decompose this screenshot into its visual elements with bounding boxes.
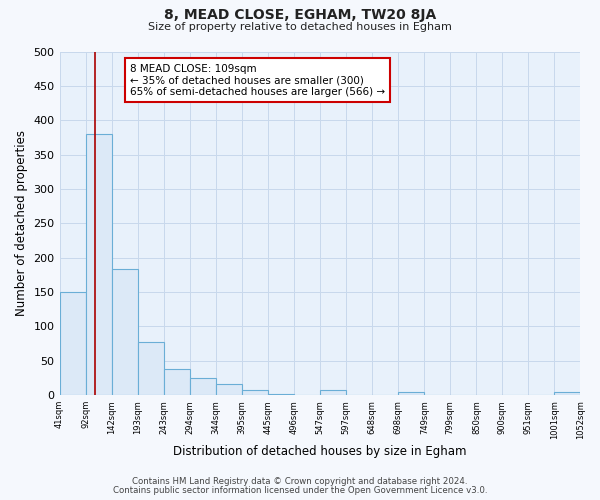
Bar — [86, 134, 112, 395]
Bar — [59, 292, 86, 395]
Text: 8 MEAD CLOSE: 109sqm
← 35% of detached houses are smaller (300)
65% of semi-deta: 8 MEAD CLOSE: 109sqm ← 35% of detached h… — [130, 64, 385, 96]
Bar — [268, 394, 294, 395]
X-axis label: Distribution of detached houses by size in Egham: Distribution of detached houses by size … — [173, 444, 467, 458]
Bar — [138, 342, 164, 395]
Text: 8, MEAD CLOSE, EGHAM, TW20 8JA: 8, MEAD CLOSE, EGHAM, TW20 8JA — [164, 8, 436, 22]
Text: Contains HM Land Registry data © Crown copyright and database right 2024.: Contains HM Land Registry data © Crown c… — [132, 477, 468, 486]
Text: Size of property relative to detached houses in Egham: Size of property relative to detached ho… — [148, 22, 452, 32]
Y-axis label: Number of detached properties: Number of detached properties — [15, 130, 28, 316]
Bar — [320, 390, 346, 395]
Bar — [398, 392, 424, 395]
Bar — [554, 392, 580, 395]
Bar — [215, 384, 242, 395]
Bar — [190, 378, 215, 395]
Bar — [242, 390, 268, 395]
Bar — [112, 270, 138, 395]
Text: Contains public sector information licensed under the Open Government Licence v3: Contains public sector information licen… — [113, 486, 487, 495]
Bar — [164, 369, 190, 395]
